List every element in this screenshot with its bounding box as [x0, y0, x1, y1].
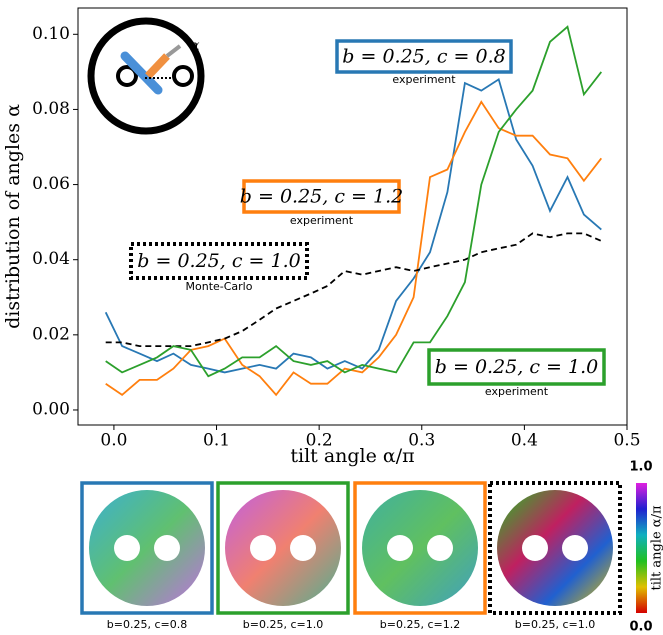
x-tick-label: 0.0 [100, 431, 127, 451]
thumbnail-disk [497, 490, 613, 606]
thumbnail-caption: b=0.25, c=1.2 [380, 618, 460, 631]
colorbar-label: tilt angle α/π [650, 505, 663, 590]
thumbnail-caption: b=0.25, c=1.0 [515, 618, 595, 631]
thumbnail-hole [154, 535, 180, 561]
y-tick-label: 0.08 [32, 99, 70, 119]
inset-icon: α [91, 21, 201, 131]
figure: 0.000.020.040.060.080.100.00.10.20.30.40… [0, 0, 663, 635]
x-axis-label: tilt angle α/π [290, 445, 414, 467]
thumbnail-disk [225, 490, 341, 606]
colorbar-tick: 0.0 [629, 620, 652, 635]
y-tick-label: 0.04 [32, 249, 70, 269]
legend-label: b = 0.25, c = 1.2 [240, 186, 403, 208]
inset-label: α [190, 38, 200, 54]
thumbnail-hole [387, 535, 413, 561]
y-tick-label: 0.00 [32, 399, 70, 419]
y-axis-label: distribution of angles α [2, 104, 24, 329]
x-tick-label: 0.5 [613, 431, 640, 451]
y-tick-label: 0.10 [32, 24, 70, 44]
thumbnails: b=0.25, c=0.8 b=0.25, c=1.0 b=0.25, c=1.2 b… [82, 483, 620, 631]
colorbar-tick: 1.0 [629, 460, 652, 475]
colorbar: 1.0 0.0 tilt angle α/π [629, 460, 663, 635]
y-tick-label: 0.06 [32, 174, 70, 194]
thumbnail-disk [89, 490, 205, 606]
thumbnail-hole [522, 535, 548, 561]
legend-label: b = 0.25, c = 1.0 [137, 250, 300, 272]
y-tick-label: 0.02 [32, 324, 70, 344]
thumbnail-hole [290, 535, 316, 561]
thumbnail-hole [250, 535, 276, 561]
thumbnail-hole [427, 535, 453, 561]
legend-source: experiment [485, 385, 549, 398]
thumbnail-caption: b=0.25, c=1.0 [243, 618, 323, 631]
x-tick-label: 0.1 [203, 431, 230, 451]
legend-label: b = 0.25, c = 1.0 [435, 356, 598, 378]
legend-source: experiment [392, 73, 456, 86]
x-tick-label: 0.4 [511, 431, 538, 451]
thumbnail-hole [114, 535, 140, 561]
legend-source: Monte-Carlo [186, 280, 253, 293]
colorbar-gradient [636, 483, 647, 613]
thumbnail-hole [562, 535, 588, 561]
legend-source: experiment [290, 214, 354, 227]
legend-label: b = 0.25, c = 0.8 [342, 46, 505, 68]
thumbnail-disk [362, 490, 478, 606]
thumbnail-caption: b=0.25, c=0.8 [107, 618, 187, 631]
